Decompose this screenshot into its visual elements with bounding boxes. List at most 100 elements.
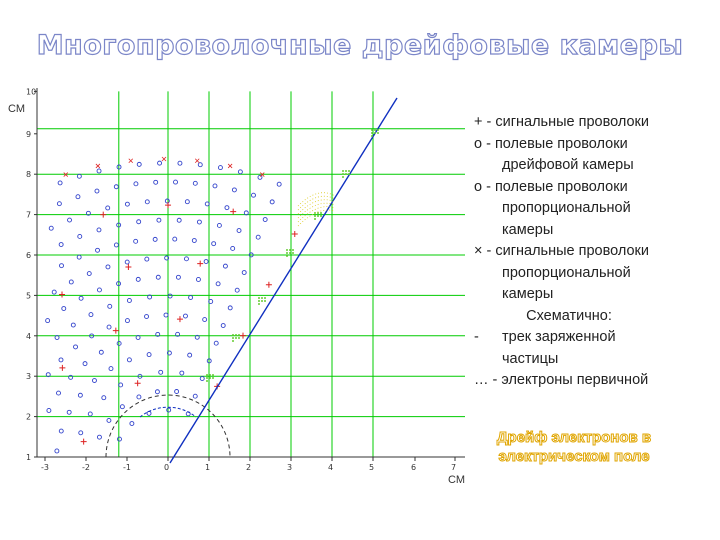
x-tick-label: -3 <box>41 463 49 472</box>
field-wire <box>56 201 62 207</box>
signal-wire-plus <box>125 264 132 271</box>
electron-dot <box>342 176 344 178</box>
field-wire <box>124 201 130 207</box>
y-tick-label: 7 <box>26 211 31 220</box>
signal-wire-cross <box>63 172 69 177</box>
electron-dot <box>258 303 260 305</box>
track-and-electrons <box>105 97 398 464</box>
field-wire <box>54 335 60 340</box>
field-wire <box>95 247 100 253</box>
signal-wire-plus <box>112 327 119 334</box>
grid-lines <box>37 91 465 457</box>
y-tick-label: 6 <box>26 251 31 260</box>
field-wire <box>88 312 94 318</box>
electron-dot <box>261 297 263 299</box>
field-wire <box>195 277 201 282</box>
wire-pattern <box>45 156 298 454</box>
field-wire <box>166 407 172 413</box>
electron-dot <box>320 215 322 217</box>
field-wire <box>234 287 240 293</box>
x-tick-label: 0 <box>164 463 169 472</box>
field-wire <box>157 160 163 166</box>
field-wire <box>59 263 64 269</box>
electron-dot <box>289 252 291 254</box>
electron-dot <box>377 132 379 134</box>
electron-dot <box>235 334 237 336</box>
field-wire <box>135 276 141 282</box>
electron-dot <box>348 170 350 172</box>
field-wire <box>85 210 91 216</box>
field-wire <box>67 217 72 223</box>
field-wire <box>133 238 139 244</box>
legend: + - сигнальные проволоки о - полевые про… <box>474 112 714 392</box>
field-wire <box>175 274 181 280</box>
electron-dot <box>258 297 260 299</box>
field-wire <box>137 373 143 379</box>
field-wire <box>116 222 122 228</box>
field-wire <box>217 165 223 171</box>
legend-schematic: Схематично: <box>526 307 612 324</box>
y-tick-label: 10 <box>26 88 36 96</box>
field-wire <box>87 411 93 417</box>
electron-dot <box>320 212 322 214</box>
signal-wire-cross <box>259 172 265 177</box>
field-wire <box>164 198 170 204</box>
electron-dot <box>232 340 234 342</box>
drift-caption-line-1: Дрейф электронов в <box>496 429 652 447</box>
field-wire <box>77 233 83 239</box>
field-wire <box>206 358 212 364</box>
legend-electrons: … - электроны первичной <box>474 372 649 388</box>
field-wire <box>61 306 67 311</box>
legend-track-1: трек заряженной <box>502 329 616 345</box>
field-wire <box>46 408 52 413</box>
field-wire <box>76 254 82 260</box>
field-wire <box>204 201 210 207</box>
field-wire <box>96 434 102 440</box>
field-wire <box>136 394 142 400</box>
x-tick-label: -1 <box>123 463 131 472</box>
legend-signal-wires: + - сигнальные проволоки <box>474 114 649 130</box>
electron-dot <box>345 173 347 175</box>
electron-dot <box>314 218 316 220</box>
electron-dot <box>348 173 350 175</box>
field-wire <box>82 361 88 367</box>
signal-wire-cross <box>194 158 200 164</box>
y-tick-label: 4 <box>26 332 31 341</box>
signal-wire-plus <box>134 380 141 387</box>
field-wire <box>262 217 268 222</box>
field-wire <box>70 322 76 328</box>
field-wire <box>197 162 203 168</box>
legend-field-prop-1: о - полевые проволоки <box>474 178 628 195</box>
legend-signal-prop-1: × - сигнальные проволоки <box>474 243 649 259</box>
x-unit-label: СМ <box>448 474 465 486</box>
field-wire <box>236 228 242 233</box>
legend-field-drift-2: дрейфовой камеры <box>502 157 634 173</box>
field-wire <box>241 270 247 275</box>
field-wire <box>230 246 236 251</box>
electron-dot <box>264 300 266 302</box>
electron-dot <box>286 249 288 251</box>
electron-dot <box>371 132 373 134</box>
electron-dot <box>212 377 214 379</box>
axes: СМ СМ -3 -2 -1 0 1 2 3 4 5 6 7 1 2 3 4 5 6 7 8 9 10 <box>8 88 465 486</box>
y-tick-label: 3 <box>26 372 31 381</box>
field-wire <box>136 219 142 225</box>
field-wire <box>164 255 170 261</box>
field-wire <box>231 187 237 193</box>
field-wire <box>89 333 95 339</box>
electron-drift-path <box>297 209 336 227</box>
field-wire <box>216 223 222 228</box>
field-wire <box>153 179 159 185</box>
dashed-circle-inner <box>139 406 197 418</box>
electron-dot <box>289 249 291 251</box>
field-wire <box>76 173 82 179</box>
field-wire <box>116 281 122 287</box>
field-wire <box>116 164 122 170</box>
field-wire <box>257 174 263 180</box>
field-wire <box>58 357 64 363</box>
field-wire <box>105 264 111 270</box>
x-tick-label: 6 <box>411 463 416 472</box>
field-wire <box>188 295 194 300</box>
field-wire <box>146 410 152 416</box>
field-wire <box>96 227 102 233</box>
